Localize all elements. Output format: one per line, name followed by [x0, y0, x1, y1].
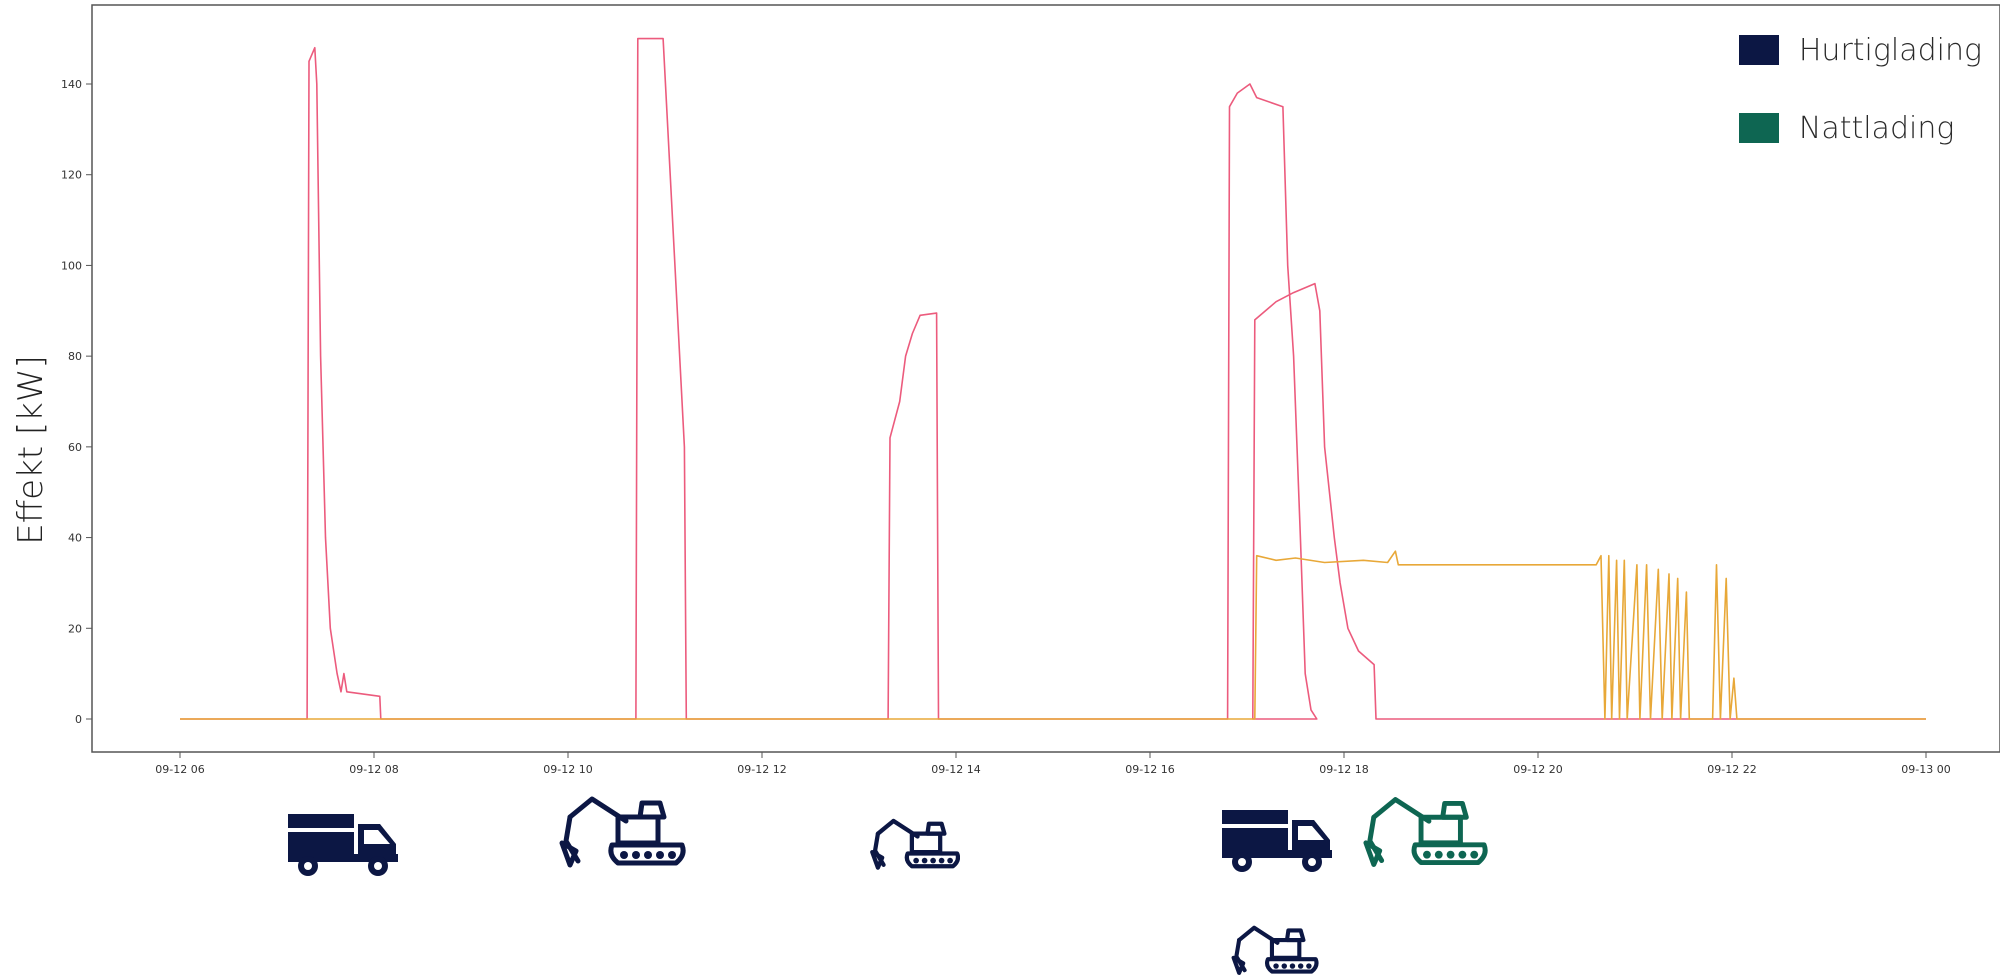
x-tick-label: 09-12 20 — [1513, 763, 1562, 776]
plot-area-frame — [91, 4, 2000, 753]
series-line-1 — [180, 37, 1926, 720]
y-tick-label: 100 — [61, 259, 82, 272]
x-tick-label: 09-12 22 — [1707, 763, 1756, 776]
excavator-icon — [559, 796, 686, 868]
truck-icon — [1222, 810, 1332, 872]
legend-label-nattlading: Nattlading — [1798, 110, 1955, 146]
y-axis: 0 20 40 60 80 100 120 140 — [61, 78, 92, 726]
legend-item-hurtiglading: Hurtiglading — [1738, 30, 1982, 70]
y-axis-label: Effekt [kW] — [11, 355, 51, 545]
x-tick-label: 09-12 08 — [349, 763, 398, 776]
y-tick-label: 120 — [61, 169, 82, 182]
legend-swatch-nattlading — [1738, 113, 1779, 143]
excavator-icon — [1363, 797, 1488, 867]
y-tick-label: 0 — [75, 713, 82, 726]
series-line-2 — [180, 550, 1926, 720]
excavator-icon — [1231, 925, 1319, 975]
x-tick-label: 09-12 10 — [543, 763, 592, 776]
x-tick-label: 09-12 14 — [931, 763, 980, 776]
y-tick-label: 40 — [68, 532, 82, 545]
truck-icon — [288, 814, 398, 876]
legend-swatch-hurtiglading — [1738, 35, 1779, 65]
x-axis: 09-12 06 09-12 08 09-12 10 09-12 12 09-12 14… — [155, 752, 1951, 776]
x-tick-label: 09-12 12 — [737, 763, 786, 776]
x-tick-label: 09-12 16 — [1125, 763, 1174, 776]
excavator-icon — [870, 818, 960, 870]
x-tick-label: 09-12 18 — [1319, 763, 1368, 776]
y-tick-label: 20 — [68, 622, 82, 635]
x-tick-label: 09-13 00 — [1901, 763, 1950, 776]
x-tick-label: 09-12 06 — [155, 763, 204, 776]
series-lines — [180, 37, 1926, 720]
y-tick-label: 60 — [68, 441, 82, 454]
legend-label-hurtiglading: Hurtiglading — [1798, 32, 1982, 68]
y-tick-label: 80 — [68, 350, 82, 363]
legend: Hurtiglading Nattlading — [1738, 30, 1982, 186]
legend-item-nattlading: Nattlading — [1738, 108, 1982, 148]
y-tick-label: 140 — [61, 78, 82, 91]
